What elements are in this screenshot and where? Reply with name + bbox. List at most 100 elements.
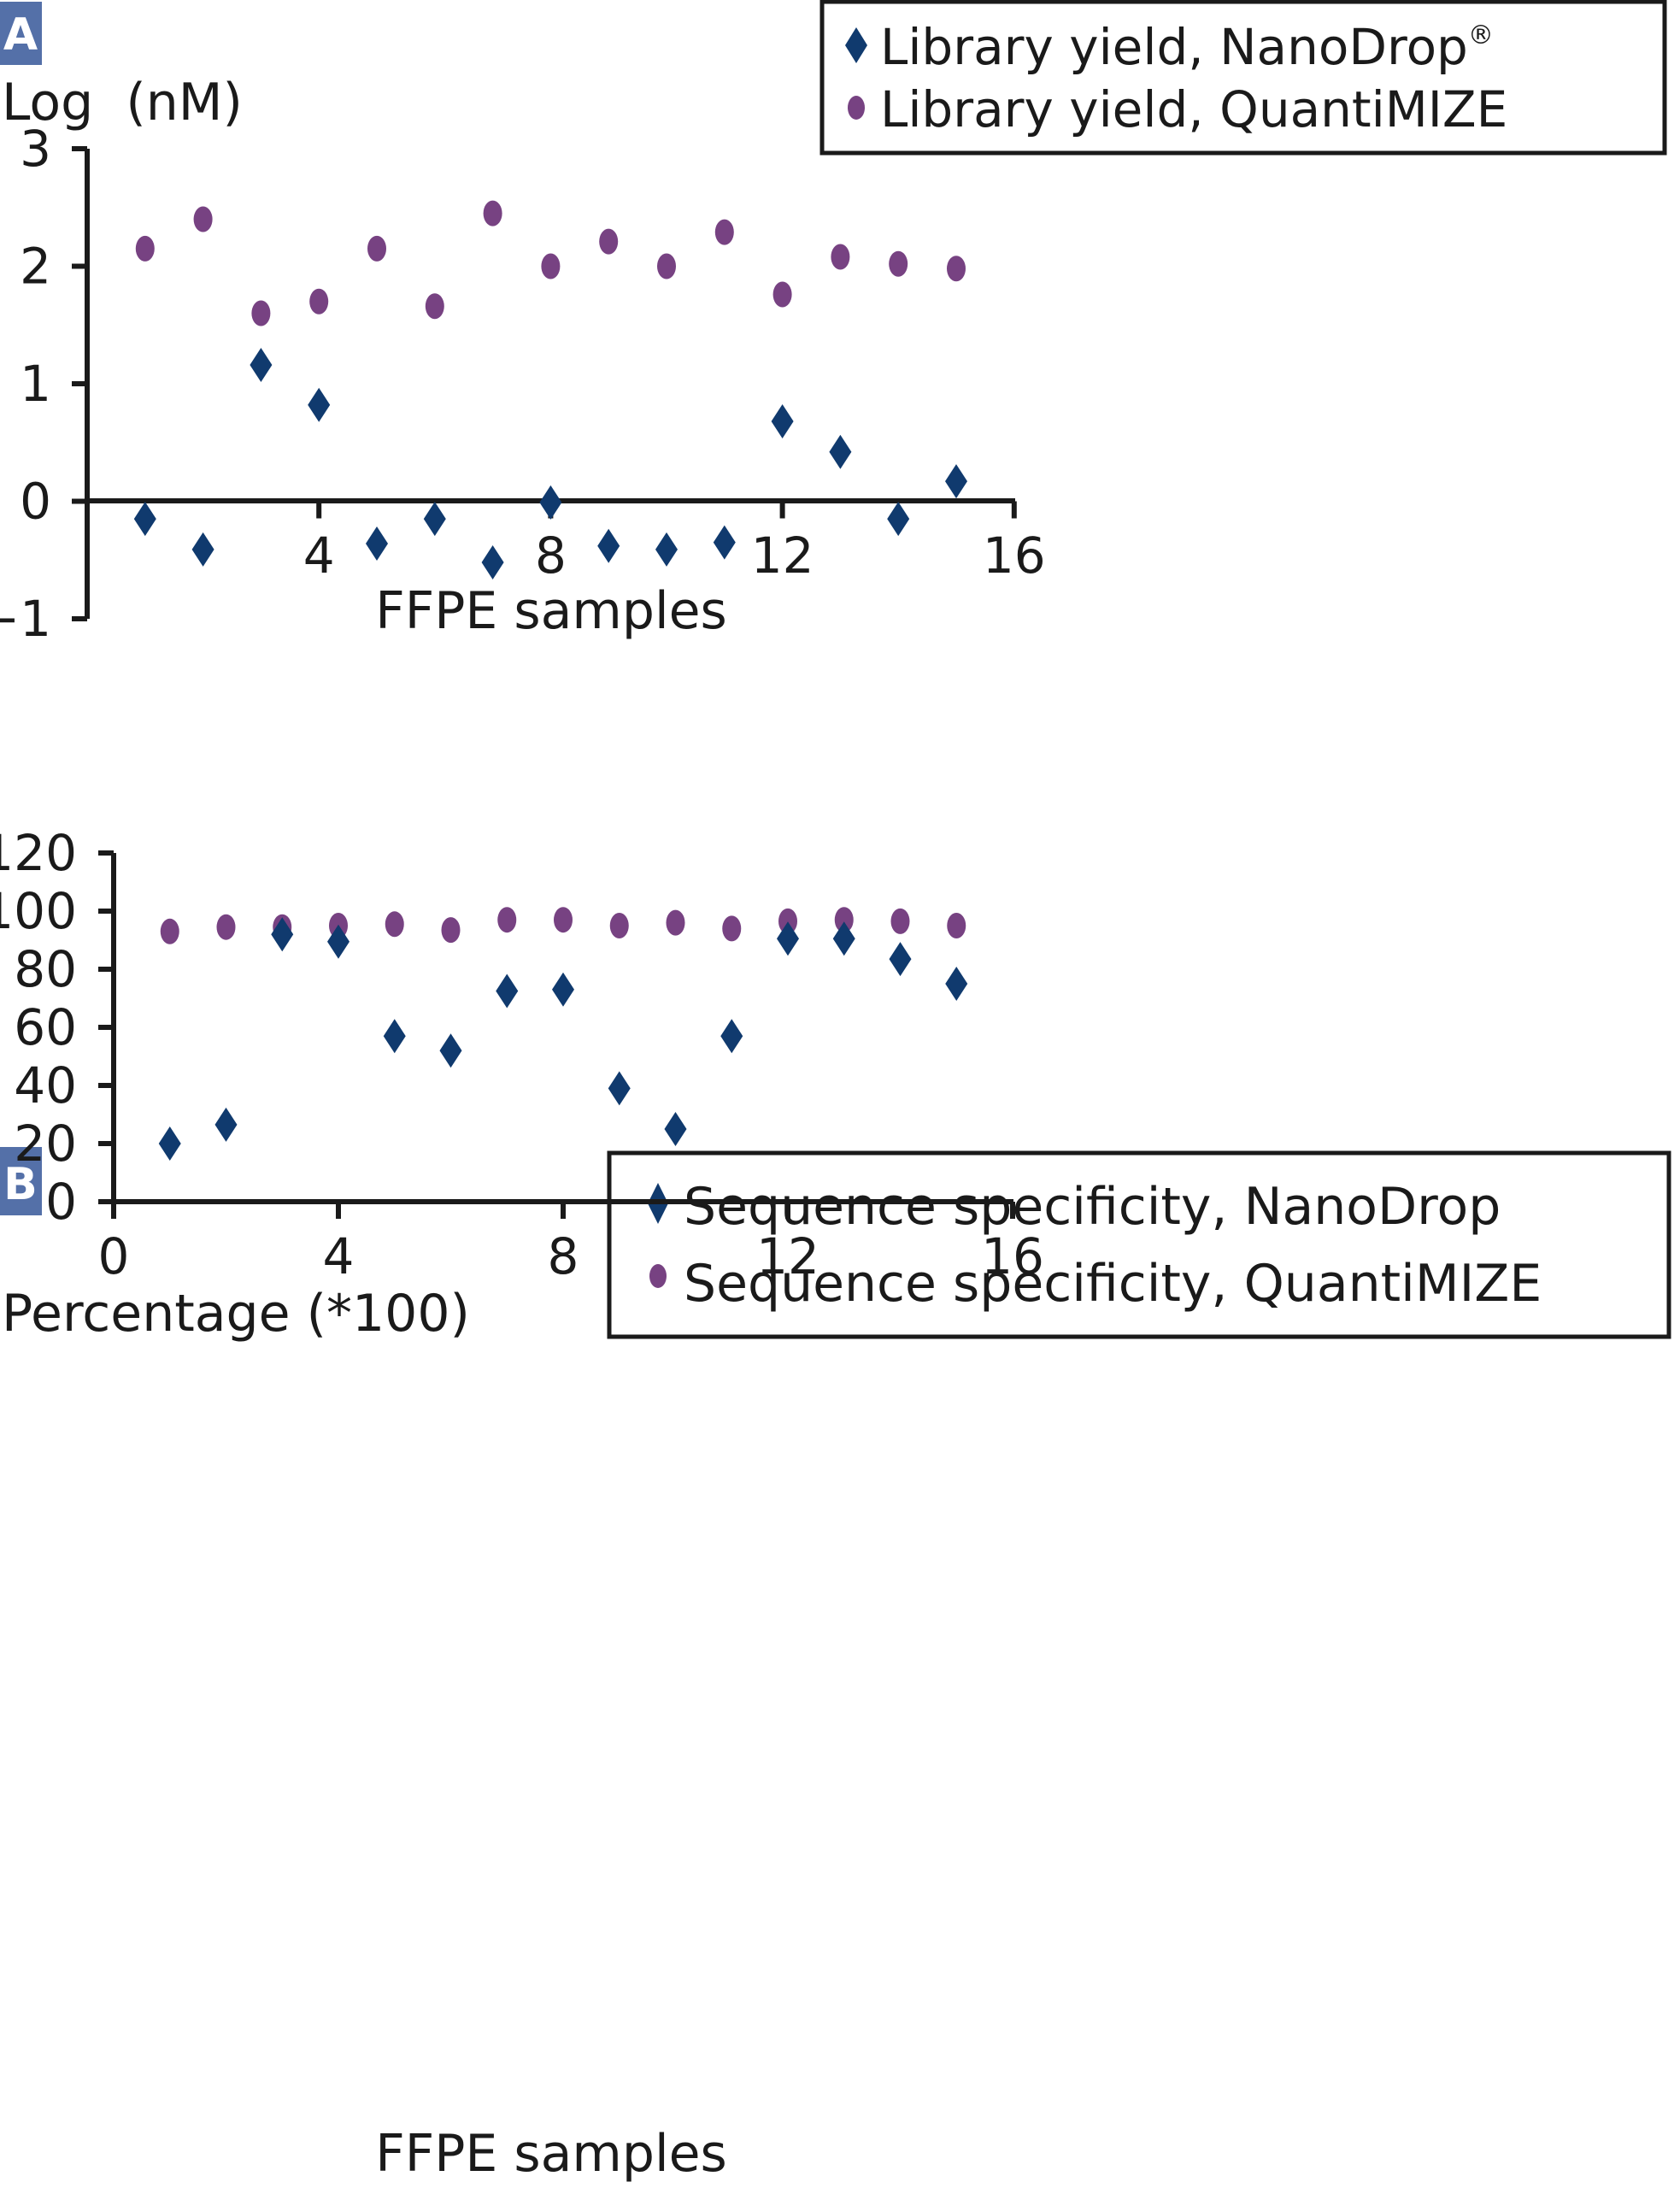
panel-a-legend-label-nanodrop: Library yield, NanoDrop® — [880, 18, 1494, 76]
panel-a-quantimize-point — [425, 293, 444, 320]
panel-b-quantimize-point — [609, 913, 629, 938]
panel-b-y-tick-label: 80 — [14, 940, 77, 998]
panel-a-quantimize-point — [831, 244, 850, 270]
panel-a-quantimize-point — [309, 288, 329, 315]
panel-a-x-tick-label: 4 — [303, 526, 335, 585]
panel-a-nanodrop-point — [539, 485, 562, 520]
panel-b-quantimize-point — [722, 915, 742, 942]
panel-b-nanodrop-point — [720, 1019, 743, 1054]
panel-b-y-tick-label: 40 — [14, 1056, 77, 1115]
panel-a-quantimize-point — [483, 200, 502, 226]
panel-b-x-axis-label: FFPE samples — [375, 2124, 727, 2184]
panel-a-quantimize-point — [135, 235, 155, 262]
panel-a-nanodrop-point — [887, 502, 910, 537]
panel-b-x-tick-label: 4 — [323, 1227, 355, 1285]
panel-b-y-tick-label: 100 — [0, 882, 77, 940]
panel-b-y-ticks: 020406080100120 — [0, 824, 114, 1231]
panel-a-nanodrop-point — [423, 502, 446, 537]
panel-b-quantimize-point — [441, 917, 461, 944]
panel-b-quantimize-point — [834, 907, 854, 933]
panel-a-y-axis-label: Log (nM) — [2, 73, 243, 132]
panel-b-nanodrop-point — [945, 967, 968, 1001]
panel-b-legend-box — [607, 1150, 1671, 1339]
panel-b-nanodrop-point — [271, 917, 294, 952]
panel-a-y-tick-label: 3 — [20, 120, 51, 178]
panel-b-nanodrop-point — [777, 921, 799, 956]
panel-b-nanodrop-point — [664, 1112, 687, 1146]
panel-b-quantimize-point — [385, 911, 404, 938]
panel-a-quantimize-point — [367, 235, 386, 262]
panel-a-quantimize-point — [541, 253, 561, 279]
panel-b-y-tick-label: 0 — [45, 1173, 77, 1231]
panel-b-y-tick-label: 60 — [14, 998, 77, 1056]
panel-b-y-tick-label: 120 — [0, 824, 77, 882]
panel-b-nanodrop-point — [383, 1019, 406, 1054]
panel-b-nanodrop-point — [608, 1071, 631, 1106]
panel-b-legend-label-nanodrop: Sequence specificity, NanoDrop — [684, 1177, 1501, 1237]
panel-b-quantimize-point — [890, 908, 910, 934]
panel-a-legend: Library yield, NanoDrop® Library yield, … — [819, 0, 1667, 156]
panel-a-nanodrop-point — [366, 526, 388, 561]
panel-a-y-tick-label: 0 — [20, 473, 51, 531]
panel-a-x-tick-label: 16 — [983, 526, 1046, 585]
panel-b-quantimize-point — [554, 907, 573, 933]
panel-a-legend-text-nanodrop: Library yield, NanoDrop — [880, 18, 1468, 76]
panel-a-quantimize-point — [251, 300, 271, 326]
panel-b-label-background — [0, 1147, 42, 1215]
panel-a-legend-box — [819, 0, 1667, 156]
panel-a-y-ticks: −1 0 1 2 3 — [0, 120, 87, 648]
panel-b-nanodrop-point — [158, 1126, 181, 1161]
panel-a-nanodrop-point — [481, 545, 504, 579]
panel-b-points — [158, 907, 968, 1161]
panel-a-quantimize-point — [947, 256, 966, 282]
panel-a-nanodrop-point — [829, 434, 852, 469]
panel-a-x-tick-label: 8 — [535, 526, 567, 585]
panel-a-nanodrop-point — [133, 502, 156, 537]
panel-a-nanodrop-point — [308, 387, 331, 422]
registered-mark: ® — [1468, 21, 1494, 50]
panel-b-nanodrop-point — [552, 972, 574, 1007]
panel-a-nanodrop-point — [191, 532, 214, 567]
panel-a-label: A — [3, 9, 38, 61]
panel-a-y-tick-label: 2 — [20, 238, 51, 296]
panel-b-quantimize-point — [160, 918, 179, 944]
panel-b-y-tick-label: 20 — [14, 1115, 77, 1173]
panel-b: B Percentage (*100) Sequence specificity… — [0, 824, 1671, 2184]
panel-b-x-tick-label: 12 — [756, 1227, 819, 1285]
panel-b-nanodrop-point — [832, 921, 855, 956]
panel-a-x-axis-label: FFPE samples — [375, 581, 727, 641]
panel-a-nanodrop-point — [771, 404, 794, 438]
panel-a-nanodrop-point — [713, 525, 736, 560]
panel-b-quantimize-point — [666, 909, 685, 936]
panel-a-label-background — [0, 2, 42, 65]
panel-b-nanodrop-point — [327, 924, 350, 959]
panel-a-legend-diamond-icon — [845, 27, 867, 63]
panel-b-label: B — [3, 1159, 38, 1210]
panel-b-x-ticks: 0 4 8 12 16 — [98, 1202, 1044, 1285]
panel-a-quantimize-point — [714, 219, 734, 245]
panel-b-legend-label-quantimize: Sequence specificity, QuantiMIZE — [684, 1254, 1542, 1314]
panel-b-legend: Sequence specificity, NanoDrop Sequence … — [607, 1150, 1671, 1339]
panel-a-x-tick-label: 12 — [751, 526, 814, 585]
panel-a-legend-circle-icon — [848, 96, 865, 120]
panel-a-quantimize-point — [889, 250, 908, 277]
panel-a-quantimize-point — [193, 206, 213, 232]
panel-b-nanodrop-point — [496, 973, 519, 1009]
panel-a-nanodrop-point — [597, 528, 620, 563]
panel-a-points — [133, 200, 967, 579]
panel-a-y-tick-label: 1 — [20, 355, 51, 413]
panel-b-nanodrop-point — [214, 1107, 238, 1142]
panel-a-x-ticks: 4 8 12 16 — [303, 501, 1046, 585]
panel-b-y-axis-label: Percentage (*100) — [2, 1284, 470, 1344]
panel-a-legend-label-quantimize: Library yield, QuantiMIZE — [880, 80, 1507, 138]
panel-b-nanodrop-point — [889, 942, 912, 977]
panel-b-quantimize-point — [778, 908, 797, 934]
panel-b-nanodrop-point — [439, 1033, 462, 1068]
panel-a-y-tick-label: −1 — [0, 590, 51, 648]
panel-b-legend-circle-icon — [649, 1264, 667, 1288]
panel-a-nanodrop-point — [250, 348, 273, 382]
panel-b-x-tick-label: 8 — [548, 1227, 579, 1285]
panel-a-quantimize-point — [657, 253, 676, 279]
panel-a-quantimize-point — [772, 281, 792, 308]
